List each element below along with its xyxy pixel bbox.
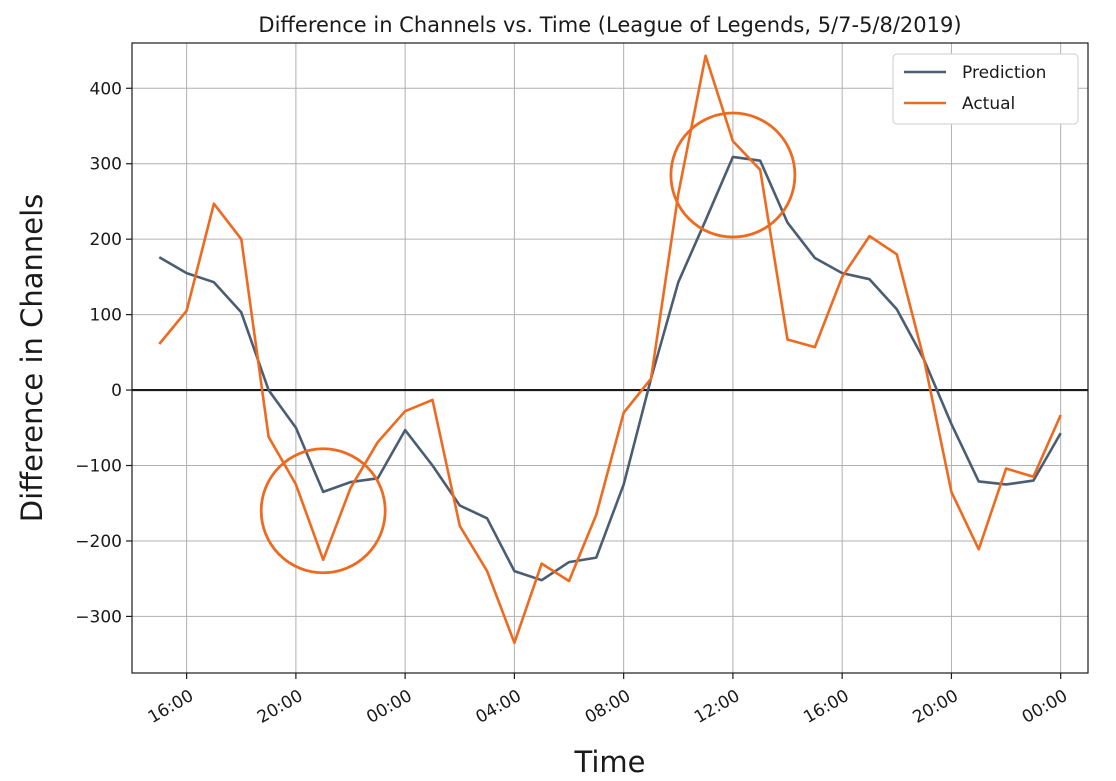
annotation-circle (259, 447, 387, 575)
x-axis-ticks: 16:00 20:00 00:00 04:00 08:00 12:00 16:00 20:00… (145, 673, 1071, 728)
y-tick-label: −300 (75, 607, 122, 627)
y-tick-label: −200 (75, 532, 122, 552)
x-axis-label: Time (574, 745, 646, 779)
x-tick-label: 04:00 (472, 686, 524, 728)
legend: Prediction Actual (892, 53, 1079, 125)
y-tick-label: 100 (90, 306, 122, 326)
y-tick-label: 300 (90, 155, 122, 175)
x-tick-label: 16:00 (800, 686, 852, 728)
y-axis-ticks: 400 300 200 100 0 −100 −200 −300 (75, 79, 132, 627)
x-tick-label: 12:00 (691, 686, 743, 728)
y-axis-label: Difference in Channels (15, 194, 49, 523)
x-tick-label: 20:00 (909, 686, 961, 728)
x-tick-label: 00:00 (1019, 686, 1071, 728)
y-tick-label: 0 (111, 381, 122, 401)
grid (132, 43, 1088, 673)
annotation-circle (669, 111, 797, 239)
y-tick-label: −100 (75, 457, 122, 477)
x-tick-label: 16:00 (145, 686, 197, 728)
legend-label: Prediction (962, 63, 1046, 83)
x-tick-label: 00:00 (363, 686, 415, 728)
chart-title: Difference in Channels vs. Time (League … (258, 13, 961, 37)
y-tick-label: 200 (90, 230, 122, 250)
y-tick-label: 400 (90, 79, 122, 99)
x-tick-label: 08:00 (582, 686, 634, 728)
plot-frame (131, 42, 1089, 674)
series-line-prediction (158, 155, 1062, 582)
series-layer (158, 54, 1062, 645)
series-line-actual (158, 54, 1062, 645)
x-tick-label: 20:00 (254, 686, 306, 728)
annotation-layer (259, 111, 797, 575)
legend-label: Actual (962, 94, 1015, 114)
